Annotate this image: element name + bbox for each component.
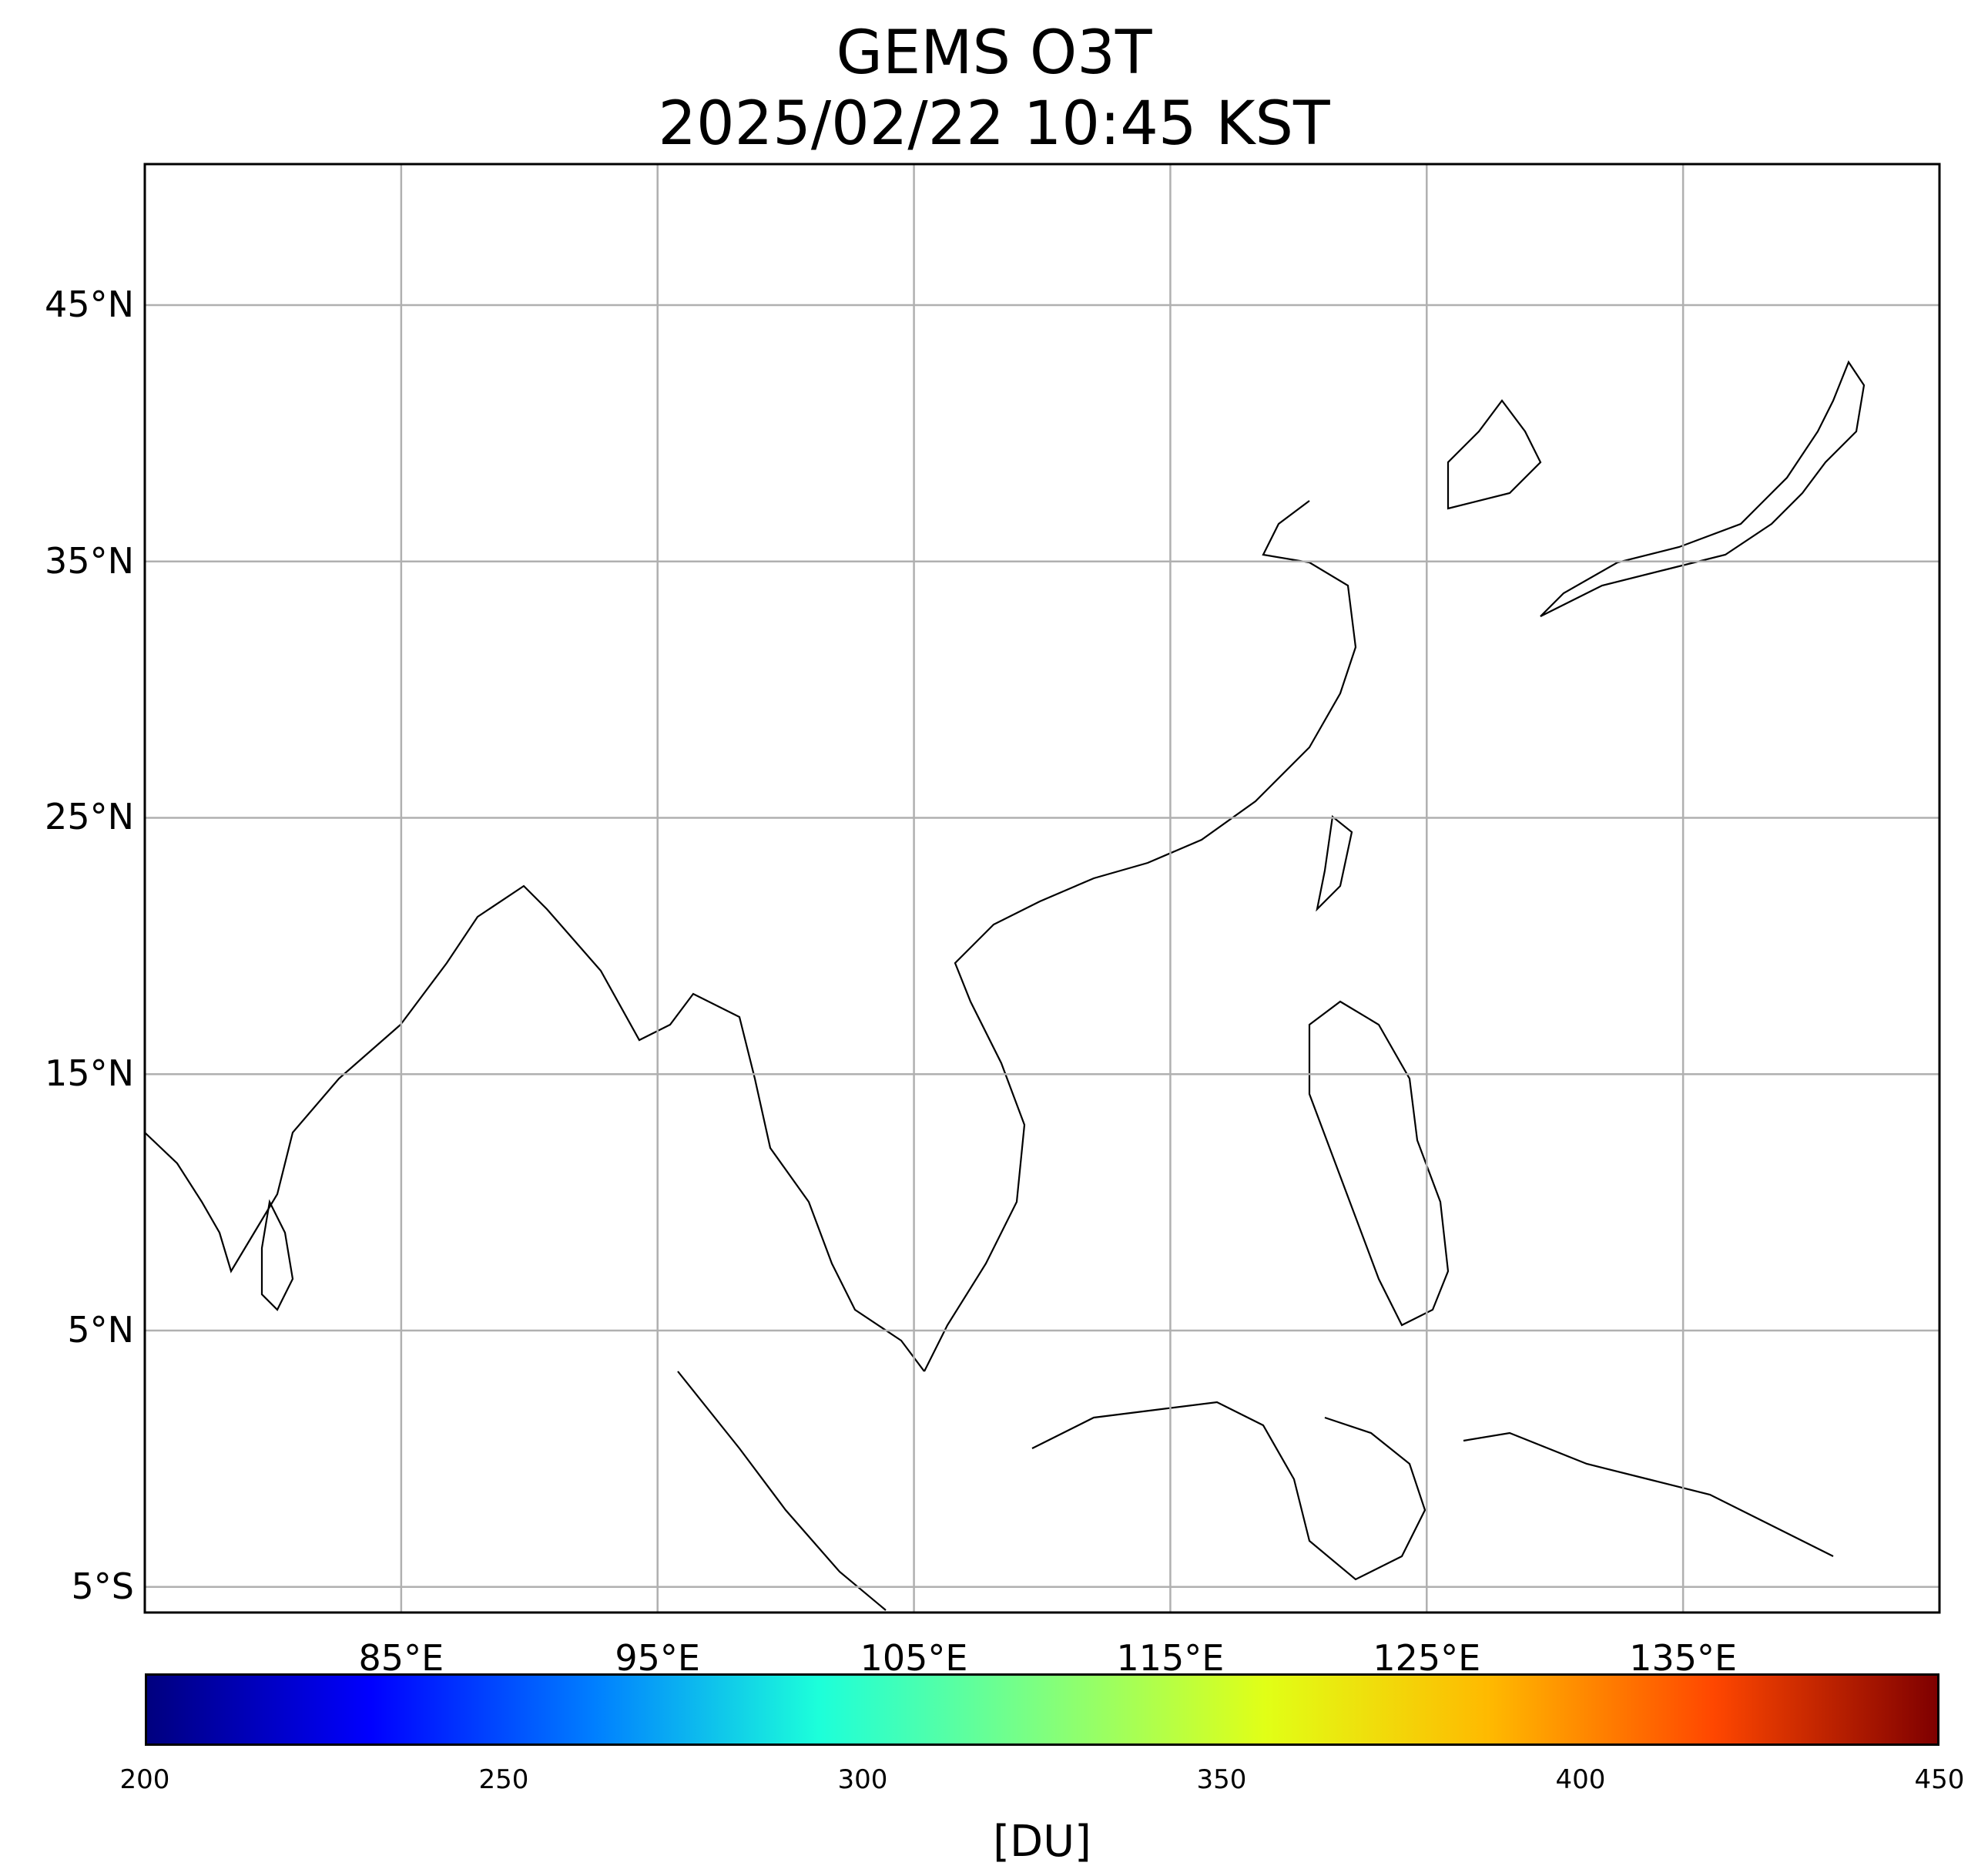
lat-label-25n: 25°N [45,796,134,838]
lon-label-95e: 95°E [615,1637,700,1679]
lat-label-15n: 15°N [45,1052,134,1095]
lat-label-45n: 45°N [45,284,134,325]
lat-label-35n: 35°N [45,539,134,582]
lon-label-105e: 105°E [860,1637,968,1679]
map-title: GEMS O3T [836,18,1152,88]
lon-label-115e: 115°E [1116,1637,1225,1679]
lat-label-5s: 5°S [71,1565,134,1607]
ozone-field [262,277,1895,1602]
lat-label-5n: 5°N [67,1308,134,1351]
gridlines [145,164,1939,1613]
coastline-japan [1540,360,1866,617]
ozone-mongolia [701,277,1225,385]
colorbar-tick-350: 350 [1196,1764,1247,1795]
coastline-china [924,500,1357,1372]
colorbar-gradient [147,1676,1937,1743]
lon-label-85e: 85°E [358,1637,444,1679]
colorbar-tick-200: 200 [119,1764,170,1795]
colorbar-unit-label: [DU] [993,1817,1091,1867]
scanline-gap [539,1133,1849,1143]
ozone-swath-south [493,293,1887,1602]
coastline-borneo [1031,1401,1426,1581]
colorbar-tick-300: 300 [837,1764,888,1795]
colorbar-tick-400: 400 [1555,1764,1606,1795]
coastline-sri-lanka [260,1199,294,1311]
coastlines [145,360,1866,1611]
colorbar-tick-450: 450 [1914,1764,1965,1795]
map-subtitle: 2025/02/22 10:45 KST [658,89,1330,159]
coastline-philippines [1308,1000,1450,1327]
coastline-taiwan [1316,814,1353,912]
coastline-sumatra [677,1371,887,1611]
coastline-india-burma [145,884,925,1372]
missing-data-south-china [955,639,1479,901]
map-frame [143,163,1941,1614]
lon-label-135e: 135°E [1629,1637,1738,1679]
missing-data-central-china [917,455,1317,624]
coastline-new-guinea [1463,1431,1834,1557]
colorbar-tick-250: 250 [478,1764,529,1795]
coastline-korea [1447,399,1542,510]
lon-label-125e: 125°E [1373,1637,1481,1679]
colorbar [145,1673,1939,1746]
ozone-peak [1525,293,1864,385]
